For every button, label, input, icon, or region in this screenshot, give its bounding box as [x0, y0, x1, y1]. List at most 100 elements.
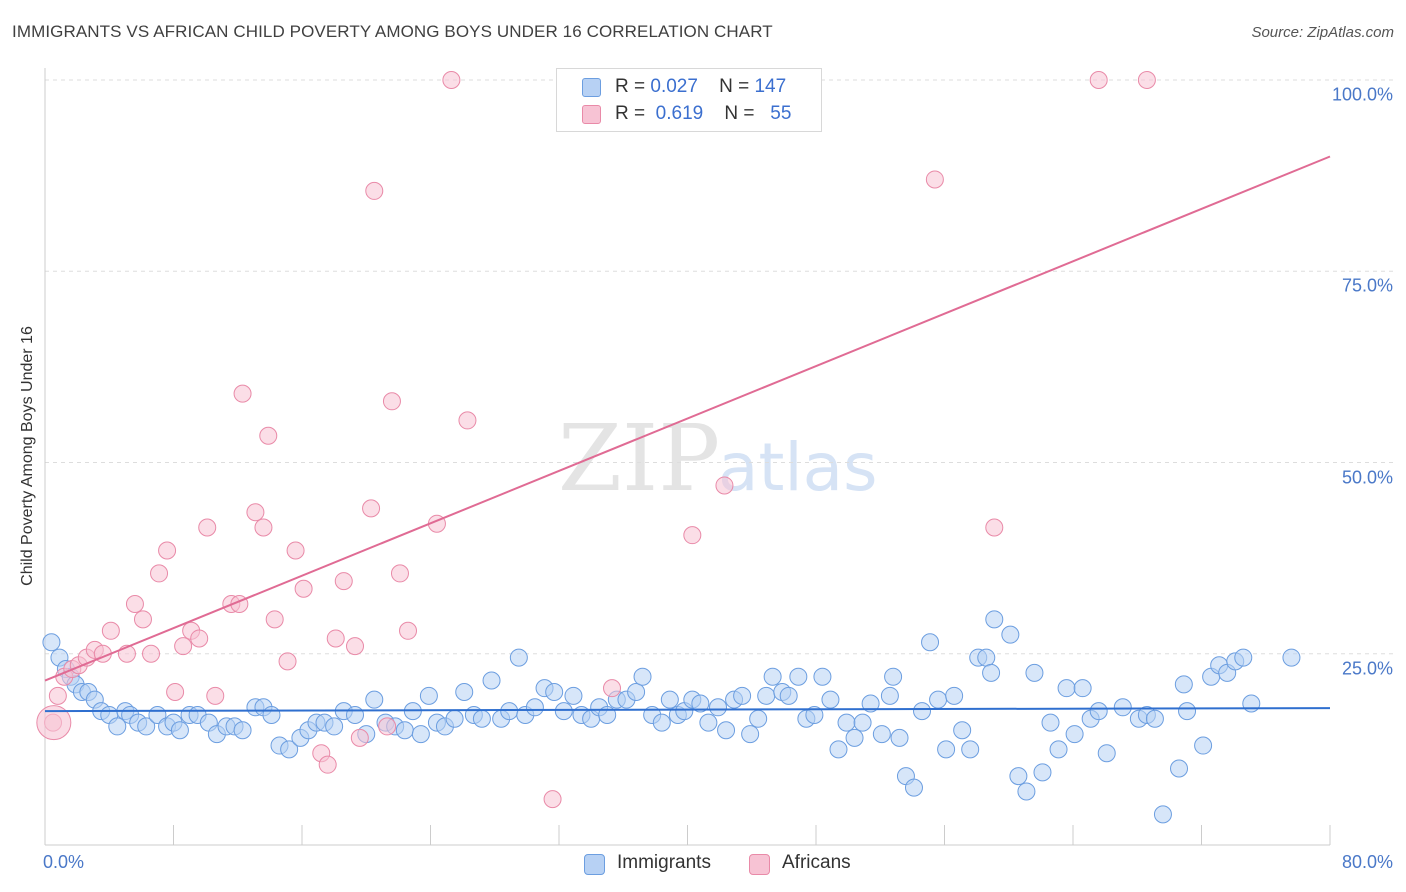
immigrants-point	[627, 683, 646, 701]
immigrants-point	[108, 717, 127, 736]
africans-point	[166, 683, 185, 701]
x-tick-label-max: 80.0%	[1341, 852, 1393, 872]
immigrants-point	[262, 705, 281, 724]
immigrants-point	[757, 686, 776, 705]
immigrants-point	[419, 686, 438, 705]
immigrants-point	[633, 667, 652, 686]
immigrants-point	[1073, 679, 1092, 698]
y-tick-label: 50.0%	[1341, 467, 1393, 487]
africans-point-large	[36, 705, 72, 741]
africans-point	[294, 579, 313, 598]
n-label: N =	[724, 103, 755, 124]
africans-point	[382, 392, 401, 411]
immigrants-point	[982, 663, 1001, 682]
africans-point	[925, 170, 944, 189]
africans-point	[254, 518, 273, 537]
x-tick-label-min: 0.0%	[43, 852, 85, 872]
immigrants-point	[884, 667, 903, 686]
africans-point	[350, 728, 369, 747]
immigrants-point	[137, 717, 156, 736]
africans-point	[334, 572, 353, 591]
immigrants-point	[42, 633, 61, 652]
immigrants-point	[500, 702, 519, 721]
immigrants-point	[861, 694, 880, 713]
immigrants-point	[525, 698, 544, 717]
immigrants-point	[1097, 744, 1116, 763]
immigrants-point	[837, 713, 856, 732]
immigrants-point	[733, 686, 752, 705]
immigrants-point	[921, 633, 940, 652]
africans-point	[233, 384, 252, 403]
immigrants-point	[564, 686, 583, 705]
africans-point	[246, 503, 265, 522]
immigrants-point	[913, 702, 932, 721]
immigrants-point	[1057, 679, 1076, 698]
legend: Immigrants Africans	[0, 852, 1406, 878]
immigrants-point	[1009, 767, 1028, 786]
n-value-immigrants: 147	[754, 76, 787, 97]
africans-swatch	[582, 105, 601, 124]
immigrants-point	[1025, 663, 1044, 682]
immigrants-point	[1174, 675, 1193, 694]
immigrants-point	[699, 713, 718, 732]
immigrants-point	[985, 610, 1004, 629]
africans-point	[603, 679, 622, 698]
n-label: N =	[719, 76, 750, 97]
immigrants-point	[280, 740, 299, 759]
africans-point	[326, 629, 345, 648]
immigrants-point	[346, 705, 365, 724]
africans-point	[399, 621, 418, 640]
immigrants-point	[1194, 736, 1213, 755]
immigrants-point	[890, 728, 909, 747]
immigrants-point	[977, 648, 996, 667]
africans-point	[259, 426, 278, 445]
immigrants-point	[717, 721, 736, 740]
immigrants-swatch	[582, 78, 601, 97]
immigrants-point	[395, 721, 414, 740]
immigrants-point	[545, 683, 564, 701]
africans-point	[198, 518, 217, 537]
immigrants-point	[325, 717, 344, 736]
africans-legend-swatch	[749, 854, 770, 875]
legend-label-africans: Africans	[782, 852, 851, 873]
immigrants-point	[1001, 625, 1020, 644]
africans-point	[458, 411, 477, 430]
immigrants-point	[411, 725, 430, 744]
immigrants-point	[1089, 702, 1108, 721]
stats-box: R = 0.027 N = 147 R = 0.619 N = 55	[556, 68, 822, 132]
immigrants-point	[1234, 648, 1253, 667]
africans-point	[378, 717, 397, 736]
africans-point	[362, 499, 381, 518]
r-label: R =	[615, 76, 646, 97]
immigrants-point	[709, 698, 728, 717]
legend-label-immigrants: Immigrants	[617, 852, 711, 873]
immigrants-point	[1145, 709, 1164, 728]
africans-point	[150, 564, 169, 583]
africans-point	[442, 71, 461, 89]
immigrants-point	[880, 686, 899, 705]
immigrants-point	[953, 721, 972, 740]
immigrants-point	[1017, 782, 1036, 801]
africans-point	[142, 644, 161, 663]
immigrants-point	[853, 713, 872, 732]
immigrants-point	[1049, 740, 1068, 759]
immigrants-point	[789, 667, 808, 686]
immigrants-point	[455, 683, 474, 701]
y-tick-label: 75.0%	[1341, 275, 1393, 296]
immigrants-point	[961, 740, 980, 759]
immigrants-point	[554, 702, 573, 721]
africans-point	[265, 610, 284, 629]
africans-point	[1137, 71, 1156, 89]
africans-point	[206, 686, 225, 705]
immigrants-point	[937, 740, 956, 759]
y-tick-label: 100.0%	[1331, 84, 1393, 105]
africans-point	[190, 629, 209, 648]
immigrants-point	[445, 709, 464, 728]
immigrants-point	[872, 725, 891, 744]
source-label: Source: ZipAtlas.com	[1251, 24, 1394, 41]
immigrants-point	[482, 671, 501, 690]
immigrants-point	[1242, 694, 1261, 713]
r-label: R =	[615, 103, 646, 124]
immigrants-point	[1282, 648, 1301, 667]
